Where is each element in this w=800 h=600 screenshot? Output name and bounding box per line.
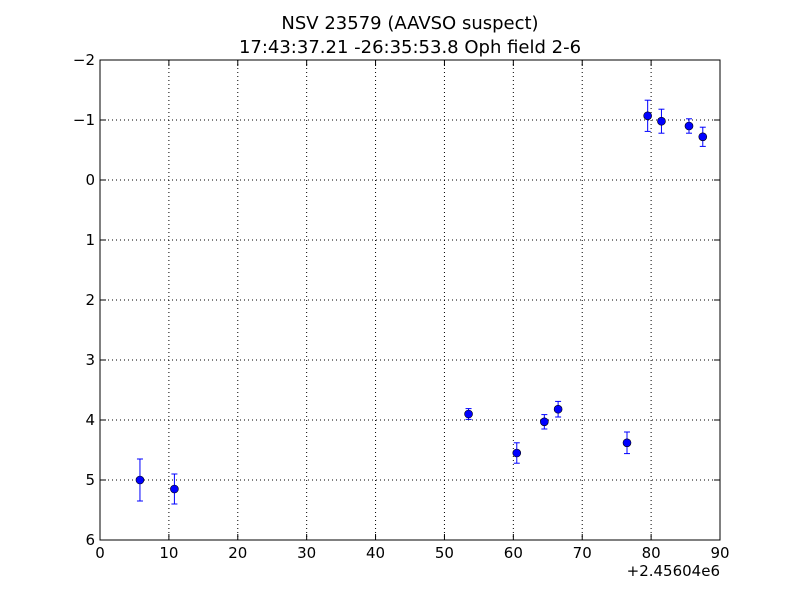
data-point — [512, 448, 522, 458]
data-point — [622, 438, 632, 448]
data-point — [553, 404, 563, 414]
x-offset-label: +2.45604e6 — [627, 562, 720, 580]
data-point — [135, 475, 145, 485]
chart-subtitle: 17:43:37.21 -26:35:53.8 Oph field 2-6 — [239, 37, 581, 58]
y-tick-label: 5 — [85, 471, 95, 489]
y-tick-label: 3 — [85, 351, 95, 369]
data-point — [643, 111, 652, 121]
axis-ticks: 0 10 20 30 40 50 60 70 80 90 −2 −1 0 1 2 3 4 5 6 — [73, 51, 730, 562]
data-point — [657, 116, 666, 126]
data-point — [698, 132, 708, 142]
data-point — [540, 417, 549, 427]
y-tick-label: 4 — [85, 411, 95, 429]
x-tick-label: 30 — [297, 544, 316, 562]
x-tick-label: 20 — [228, 544, 247, 562]
y-tick-label: −2 — [73, 51, 95, 69]
x-tick-label: 0 — [95, 544, 105, 562]
data-point — [684, 121, 694, 131]
y-tick-label: −1 — [73, 111, 95, 129]
data-point — [464, 409, 473, 419]
y-tick-label: 6 — [85, 531, 95, 549]
x-tick-label: 70 — [573, 544, 592, 562]
x-tick-label: 80 — [642, 544, 661, 562]
x-tick-label: 50 — [435, 544, 454, 562]
chart-title: NSV 23579 (AAVSO suspect) — [281, 13, 538, 34]
x-tick-label: 40 — [366, 544, 385, 562]
data-points — [135, 99, 708, 505]
y-tick-label: 1 — [85, 231, 95, 249]
x-tick-label: 60 — [504, 544, 523, 562]
x-tick-label: 10 — [159, 544, 178, 562]
grid-lines — [100, 60, 720, 540]
data-point — [170, 484, 179, 494]
x-tick-label: 90 — [710, 544, 729, 562]
y-tick-label: 0 — [85, 171, 95, 189]
y-tick-label: 2 — [85, 291, 95, 309]
